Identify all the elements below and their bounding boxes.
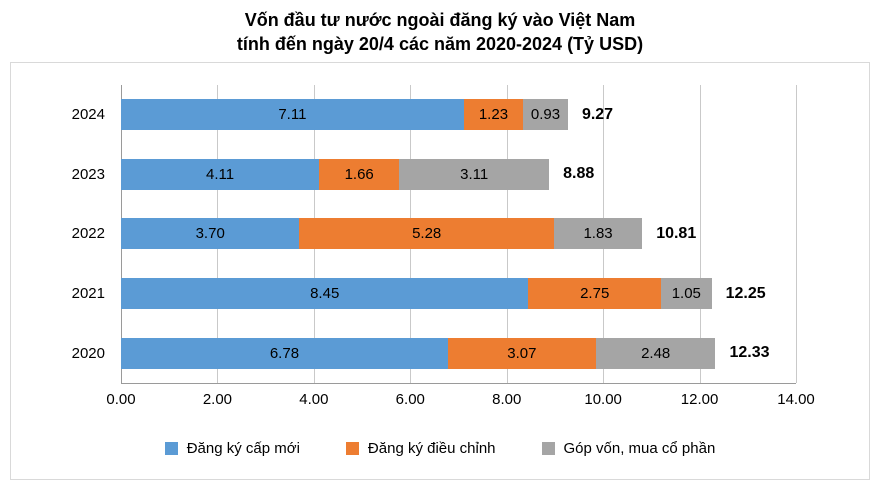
legend-swatch-icon — [345, 442, 359, 455]
segment-value-label: 2.75 — [580, 285, 610, 303]
segment-value-label: 3.07 — [507, 344, 537, 362]
total-value-label: 12.33 — [729, 344, 770, 362]
bar-segment: 3.11 — [399, 158, 550, 190]
bar-segment: 6.78 — [121, 337, 448, 369]
chart-frame: 2024 7.11 1.23 0.93 9.27 2023 4.11 1.66 3.11 8.88… — [10, 62, 870, 480]
bar-row: 2021 8.45 2.75 1.05 12.25 — [11, 278, 869, 310]
bar-track: 4.11 1.66 3.11 8.88 — [121, 158, 796, 190]
bar-row: 2020 6.78 3.07 2.48 12.33 — [11, 337, 869, 369]
legend-swatch-icon — [164, 442, 178, 455]
x-tick-label: 0.00 — [106, 391, 136, 408]
legend-item: Đăng ký điều chỉnh — [345, 440, 496, 457]
gridline — [796, 85, 797, 383]
legend-label: Đăng ký điều chỉnh — [367, 440, 496, 457]
segment-value-label: 2.48 — [641, 344, 671, 362]
stacked-bar: 8.45 2.75 1.05 — [121, 278, 796, 310]
bar-track: 3.70 5.28 1.83 10.81 — [121, 218, 796, 250]
segment-value-label: 0.93 — [530, 106, 561, 124]
stacked-bar: 6.78 3.07 2.48 — [121, 337, 796, 369]
bar-track: 8.45 2.75 1.05 12.25 — [121, 278, 796, 310]
y-axis-label: 2023 — [71, 165, 105, 183]
segment-value-label: 1.23 — [478, 106, 509, 124]
legend-item: Góp vốn, mua cổ phần — [541, 440, 716, 457]
bar-segment: 1.83 — [553, 218, 643, 250]
x-tick-label: 2.00 — [202, 391, 233, 408]
x-tick-label: 8.00 — [492, 391, 522, 408]
x-tick-label: 10.00 — [584, 391, 622, 408]
legend-label: Góp vốn, mua cổ phần — [563, 440, 716, 457]
bar-segment: 2.75 — [528, 278, 661, 310]
chart-title: Vốn đầu tư nước ngoài đăng ký vào Việt N… — [0, 0, 880, 57]
bar-segment: 7.11 — [121, 99, 464, 131]
segment-value-label: 5.28 — [412, 225, 442, 243]
bar-track: 6.78 3.07 2.48 12.33 — [121, 337, 796, 369]
bar-segment: 1.66 — [319, 158, 400, 190]
total-value-label: 10.81 — [656, 224, 697, 242]
segment-value-label: 1.05 — [671, 285, 701, 303]
bar-track: 7.11 1.23 0.93 9.27 — [121, 99, 796, 131]
y-axis-label: 2024 — [71, 106, 105, 124]
y-axis-label: 2020 — [71, 344, 105, 362]
segment-value-label: 3.70 — [195, 225, 225, 243]
x-tick-label: 12.00 — [680, 391, 719, 408]
bar-segment: 2.48 — [595, 337, 716, 369]
chart-title-line2: tính đến ngày 20/4 các năm 2020-2024 (Tỷ… — [236, 34, 644, 55]
bar-row: 2023 4.11 1.66 3.11 8.88 — [11, 158, 869, 190]
segment-value-label: 7.11 — [278, 106, 307, 124]
x-axis: 0.00 2.00 4.00 6.00 8.00 10.00 12.00 14.00 — [106, 391, 814, 411]
gridline — [699, 85, 701, 383]
legend-item: Đăng ký cấp mới — [164, 440, 300, 457]
bar-segment: 4.11 — [121, 158, 320, 190]
total-value-label: 9.27 — [581, 105, 614, 123]
stacked-bar: 4.11 1.66 3.11 — [121, 158, 796, 190]
total-value-label: 8.88 — [563, 165, 595, 183]
segment-value-label: 1.83 — [583, 225, 613, 243]
segment-value-label: 3.11 — [460, 165, 489, 183]
y-axis-label: 2021 — [71, 285, 105, 303]
bar-row: 2024 7.11 1.23 0.93 9.27 — [11, 99, 869, 131]
total-value-label: 12.25 — [725, 284, 766, 302]
bar-segment: 1.05 — [660, 278, 712, 310]
y-axis-label: 2022 — [71, 225, 105, 243]
segment-value-label: 4.11 — [206, 165, 235, 183]
bar-segment: 0.93 — [523, 99, 568, 131]
bar-segment: 3.70 — [121, 218, 300, 250]
x-tick-label: 14.00 — [777, 391, 815, 408]
segment-value-label: 8.45 — [310, 285, 340, 303]
legend-swatch-icon — [541, 442, 555, 455]
stacked-bar: 3.70 5.28 1.83 — [121, 218, 796, 250]
bar-segment: 8.45 — [121, 278, 529, 310]
x-tick-label: 4.00 — [299, 391, 329, 408]
chart-title-line1: Vốn đầu tư nước ngoài đăng ký vào Việt N… — [244, 10, 636, 30]
segment-value-label: 6.78 — [269, 344, 300, 362]
bar-row: 2022 3.70 5.28 1.83 10.81 — [11, 218, 869, 250]
segment-value-label: 1.66 — [344, 165, 374, 183]
bar-segment: 5.28 — [299, 218, 554, 250]
legend: Đăng ký cấp mới Đăng ký điều chỉnh Góp vốn… — [11, 440, 869, 457]
x-tick-label: 6.00 — [395, 391, 425, 408]
stacked-bar: 7.11 1.23 0.93 — [121, 99, 796, 131]
bar-segment: 3.07 — [447, 337, 596, 369]
legend-label: Đăng ký cấp mới — [186, 440, 300, 457]
rows: 2024 7.11 1.23 0.93 9.27 2023 4.11 1.66 3.11 8.88… — [11, 85, 869, 383]
bar-segment: 1.23 — [463, 99, 524, 131]
